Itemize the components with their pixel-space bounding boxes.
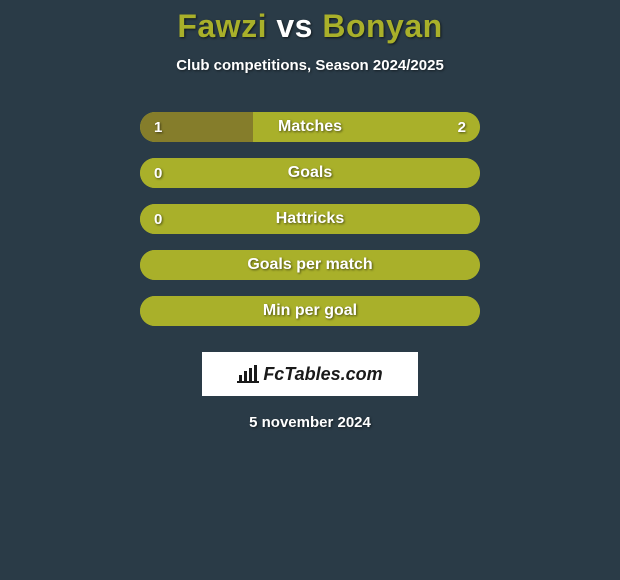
subtitle: Club competitions, Season 2024/2025 [176, 57, 444, 74]
stat-row: 0Goals [140, 158, 480, 188]
stats-rows: 12Matches 0Goals 0Hattricks Goals per match… [140, 112, 480, 342]
comparison-infographic: Fawzi vs Bonyan Club competitions, Seaso… [0, 0, 620, 431]
stat-row: Goals per match [140, 250, 480, 280]
page-title: Fawzi vs Bonyan [177, 8, 442, 45]
player1-name: Fawzi [177, 8, 267, 44]
stat-bar: 0Hattricks [140, 204, 480, 234]
player2-name: Bonyan [322, 8, 442, 44]
brand-logo-text: FcTables.com [237, 364, 382, 385]
generated-date: 5 november 2024 [249, 414, 371, 431]
barchart-icon [237, 365, 259, 383]
stat-label: Min per goal [140, 296, 480, 326]
stat-label: Goals per match [140, 250, 480, 280]
stat-label: Goals [140, 158, 480, 188]
stat-row: Min per goal [140, 296, 480, 326]
stat-bar: 12Matches [140, 112, 480, 142]
brand-name: FcTables.com [263, 364, 382, 385]
stat-bar: 0Goals [140, 158, 480, 188]
stat-row: 12Matches [140, 112, 480, 142]
stat-row: 0Hattricks [140, 204, 480, 234]
stat-label: Hattricks [140, 204, 480, 234]
vs-separator: vs [276, 8, 313, 44]
stat-bar: Goals per match [140, 250, 480, 280]
stat-bar: Min per goal [140, 296, 480, 326]
brand-logo: FcTables.com [202, 352, 418, 396]
stat-label: Matches [140, 112, 480, 142]
